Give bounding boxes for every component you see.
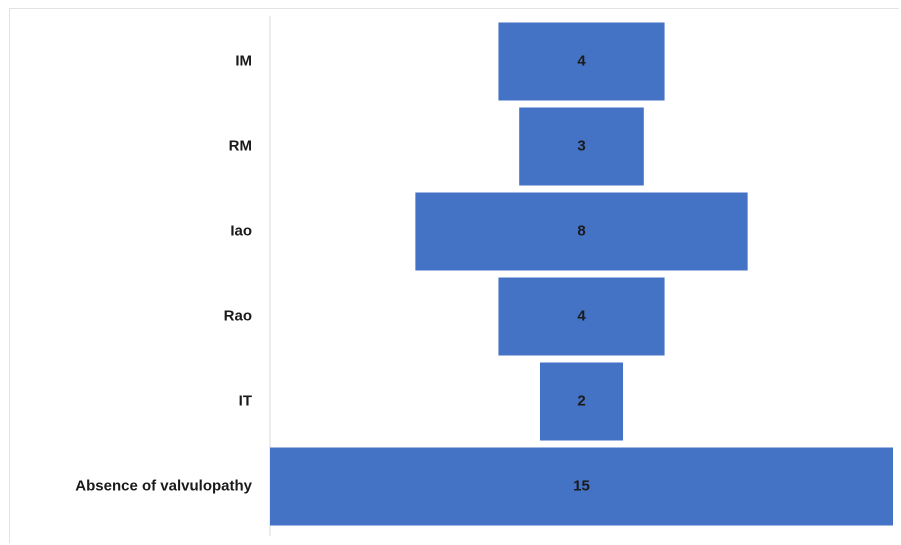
bar-1 xyxy=(519,107,644,186)
data-label-1: 3 xyxy=(577,137,585,154)
data-label-5: 15 xyxy=(573,477,590,494)
category-label-0: IM xyxy=(235,52,252,69)
data-label-0: 4 xyxy=(577,52,586,69)
category-label-4: IT xyxy=(239,392,252,409)
bar-5 xyxy=(270,447,893,526)
data-label-4: 2 xyxy=(577,392,585,409)
category-label-1: RM xyxy=(229,137,252,154)
data-label-3: 4 xyxy=(577,307,586,324)
category-label-3: Rao xyxy=(224,307,252,324)
bar-3 xyxy=(498,277,665,356)
category-labels-layer: IM RM Iao Rao IT Absence of valvulopathy xyxy=(75,52,252,494)
bar-4 xyxy=(539,362,624,441)
bar-2 xyxy=(415,192,748,271)
bars-layer xyxy=(270,22,893,526)
category-label-5: Absence of valvulopathy xyxy=(75,477,252,494)
data-labels-layer: 4 3 8 4 2 15 xyxy=(573,52,590,494)
category-label-2: Iao xyxy=(230,222,252,239)
chart-frame xyxy=(9,8,899,543)
bar-0 xyxy=(498,22,665,101)
data-label-2: 8 xyxy=(577,222,585,239)
